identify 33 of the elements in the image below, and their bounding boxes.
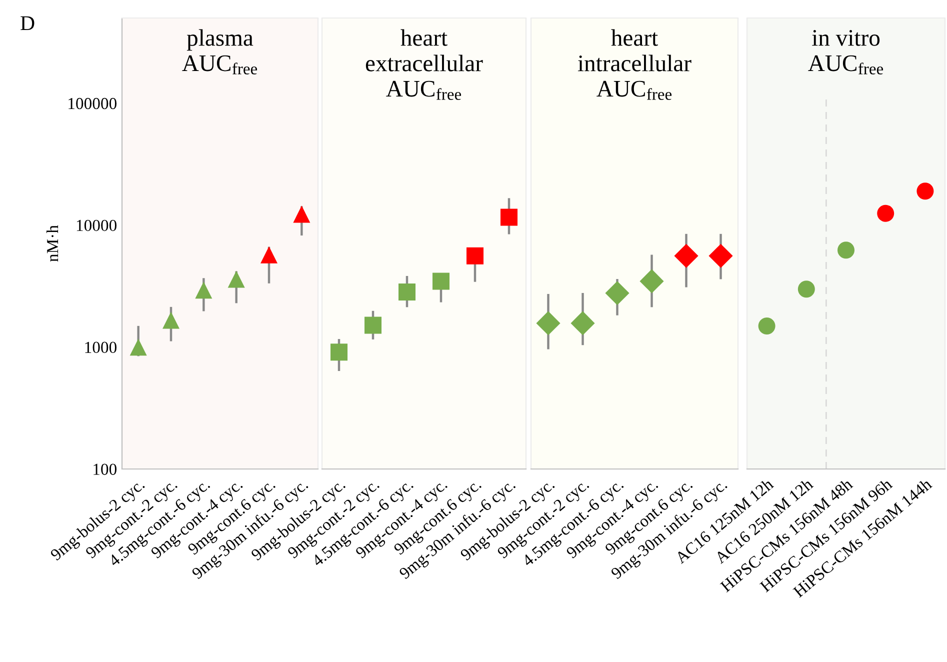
y-axis-title: nM·h xyxy=(46,225,58,262)
point xyxy=(798,280,815,298)
point xyxy=(293,206,310,223)
point xyxy=(916,182,934,200)
y-tick-label: 10000 xyxy=(76,220,117,232)
point xyxy=(228,270,245,288)
text: heart extracellular AUC$_{free}$ xyxy=(366,29,483,100)
point xyxy=(130,338,147,356)
point xyxy=(260,246,278,264)
point xyxy=(536,311,560,336)
text: in vitro AUC$_{free}$ xyxy=(808,30,884,74)
point xyxy=(195,282,212,299)
point xyxy=(466,247,484,264)
y-tick-label: 1000 xyxy=(85,342,117,354)
text: heart intracellular AUC$_{free}$ xyxy=(578,29,692,100)
point xyxy=(837,242,855,259)
point xyxy=(500,208,518,226)
point xyxy=(398,283,416,300)
point xyxy=(674,244,698,268)
point xyxy=(162,312,180,329)
text: plasma AUC$_{free}$ xyxy=(182,29,258,74)
text: D xyxy=(20,16,34,30)
point xyxy=(877,204,894,222)
point xyxy=(432,272,450,290)
point xyxy=(570,311,595,336)
point xyxy=(330,344,348,361)
point xyxy=(758,317,776,334)
y-tick-label: 100000 xyxy=(68,98,117,110)
point xyxy=(364,316,382,334)
point xyxy=(640,269,664,294)
point xyxy=(605,281,630,306)
y-tick-label: 100 xyxy=(94,464,117,475)
point xyxy=(708,244,733,268)
